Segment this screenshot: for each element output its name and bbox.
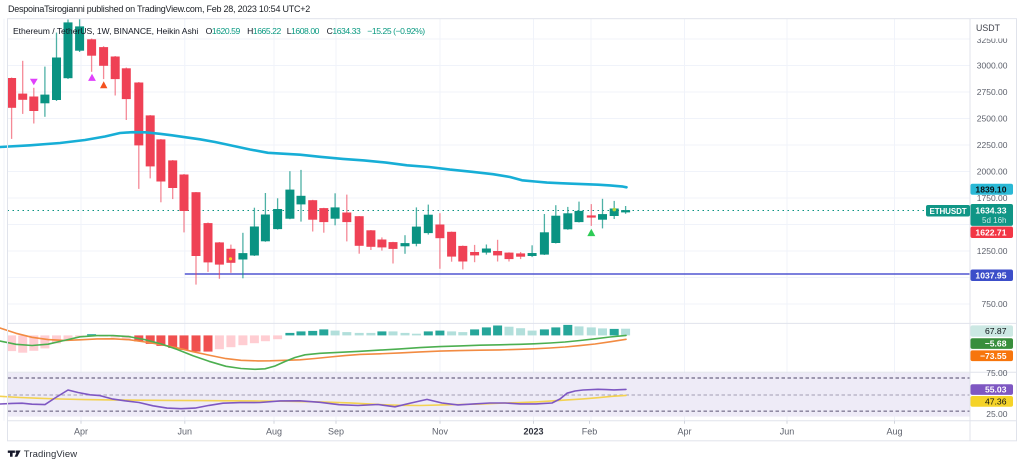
svg-text:5d 16h: 5d 16h [982,216,1006,225]
svg-text:Feb: Feb [582,426,598,436]
svg-text:Sep: Sep [328,426,344,436]
svg-text:Aug: Aug [266,426,282,436]
svg-text:Ethereum / TetherUS, 1W, BINAN: Ethereum / TetherUS, 1W, BINANCE, Heikin… [13,26,198,36]
svg-text:−73.55: −73.55 [980,351,1007,361]
svg-text:TradingView: TradingView [24,449,77,460]
svg-text:O1620.59: O1620.59 [206,26,241,36]
svg-text:1750.00: 1750.00 [977,193,1008,203]
svg-text:47.36: 47.36 [985,397,1007,407]
svg-text:Apr: Apr [74,426,88,436]
svg-text:75.00: 75.00 [986,368,1008,378]
svg-text:1622.71: 1622.71 [975,227,1006,237]
svg-text:−15.25 (−0.92%): −15.25 (−0.92%) [367,26,425,36]
svg-text:2000.00: 2000.00 [977,167,1008,177]
svg-text:3000.00: 3000.00 [977,61,1008,71]
svg-text:L1608.00: L1608.00 [287,26,320,36]
svg-text:USDT: USDT [976,23,1001,33]
svg-text:DespoinaTsirogianni published: DespoinaTsirogianni published on Trading… [8,4,310,14]
svg-text:3250.00: 3250.00 [977,35,1008,45]
svg-text:1634.33: 1634.33 [975,206,1006,216]
svg-text:Nov: Nov [432,426,449,436]
svg-text:1037.95: 1037.95 [975,270,1006,280]
svg-text:2750.00: 2750.00 [977,87,1008,97]
svg-text:Jun: Jun [178,426,193,436]
svg-text:2250.00: 2250.00 [977,140,1008,150]
svg-text:25.00: 25.00 [986,409,1008,419]
svg-text:−5.68: −5.68 [985,339,1007,349]
svg-text:55.03: 55.03 [985,385,1007,395]
svg-text:750.00: 750.00 [982,299,1008,309]
svg-text:ETHUSDT: ETHUSDT [929,207,966,216]
svg-text:1250.00: 1250.00 [977,246,1008,256]
svg-text:H1665.22: H1665.22 [247,26,281,36]
svg-text:Apr: Apr [677,426,691,436]
svg-text:67.87: 67.87 [985,326,1007,336]
svg-text:2500.00: 2500.00 [977,114,1008,124]
svg-text:Aug: Aug [886,426,902,436]
svg-text:2023: 2023 [523,426,543,436]
svg-text:Jun: Jun [780,426,795,436]
svg-text:C1634.33: C1634.33 [327,26,361,36]
svg-text:1839.10: 1839.10 [975,184,1006,194]
